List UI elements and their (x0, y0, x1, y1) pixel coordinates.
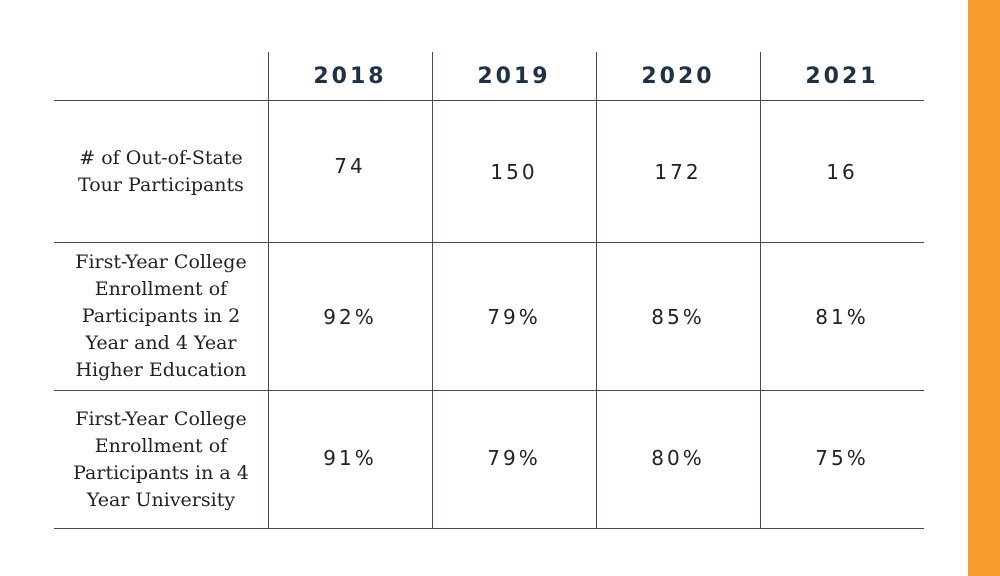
row-divider (54, 390, 924, 391)
row-divider (54, 242, 924, 243)
table-cell: 79% (487, 304, 541, 329)
column-divider (760, 52, 761, 529)
header-corner-cell (54, 52, 268, 100)
table-row: First-Year College Enrollment of Partici… (54, 391, 924, 528)
column-header-2019: 2019 (477, 63, 551, 89)
table-cell: 81% (815, 304, 869, 329)
column-header-2020: 2020 (641, 63, 715, 89)
header-row: 2018 2019 2020 2021 (54, 52, 924, 100)
column-divider (432, 52, 433, 529)
table-cell: 91% (323, 445, 377, 470)
row-label-four-year-university-enrollment: First-Year College Enrollment of Partici… (73, 407, 249, 511)
row-label-two-and-four-year-enrollment: First-Year College Enrollment of Partici… (75, 251, 247, 381)
column-header-2018: 2018 (313, 63, 387, 89)
table-cell: 92% (323, 304, 377, 329)
row-divider (54, 100, 924, 101)
row-divider (54, 528, 924, 529)
table-row: # of Out-of-State Tour Participants 74 1… (54, 101, 924, 242)
table-cell: 74 (334, 153, 366, 178)
table-cell: 80% (651, 445, 705, 470)
column-header-2021: 2021 (805, 63, 879, 89)
table-cell: 150 (490, 159, 538, 184)
table-cell: 85% (651, 304, 705, 329)
row-label-out-of-state-participants: # of Out-of-State Tour Participants (78, 146, 244, 196)
column-divider (596, 52, 597, 529)
table-cell: 172 (654, 159, 702, 184)
column-divider (268, 52, 269, 529)
orange-accent-bar (968, 0, 1000, 576)
table-cell: 75% (815, 445, 869, 470)
table-cell: 16 (826, 159, 858, 184)
table-cell: 79% (487, 445, 541, 470)
table-row: First-Year College Enrollment of Partici… (54, 243, 924, 390)
